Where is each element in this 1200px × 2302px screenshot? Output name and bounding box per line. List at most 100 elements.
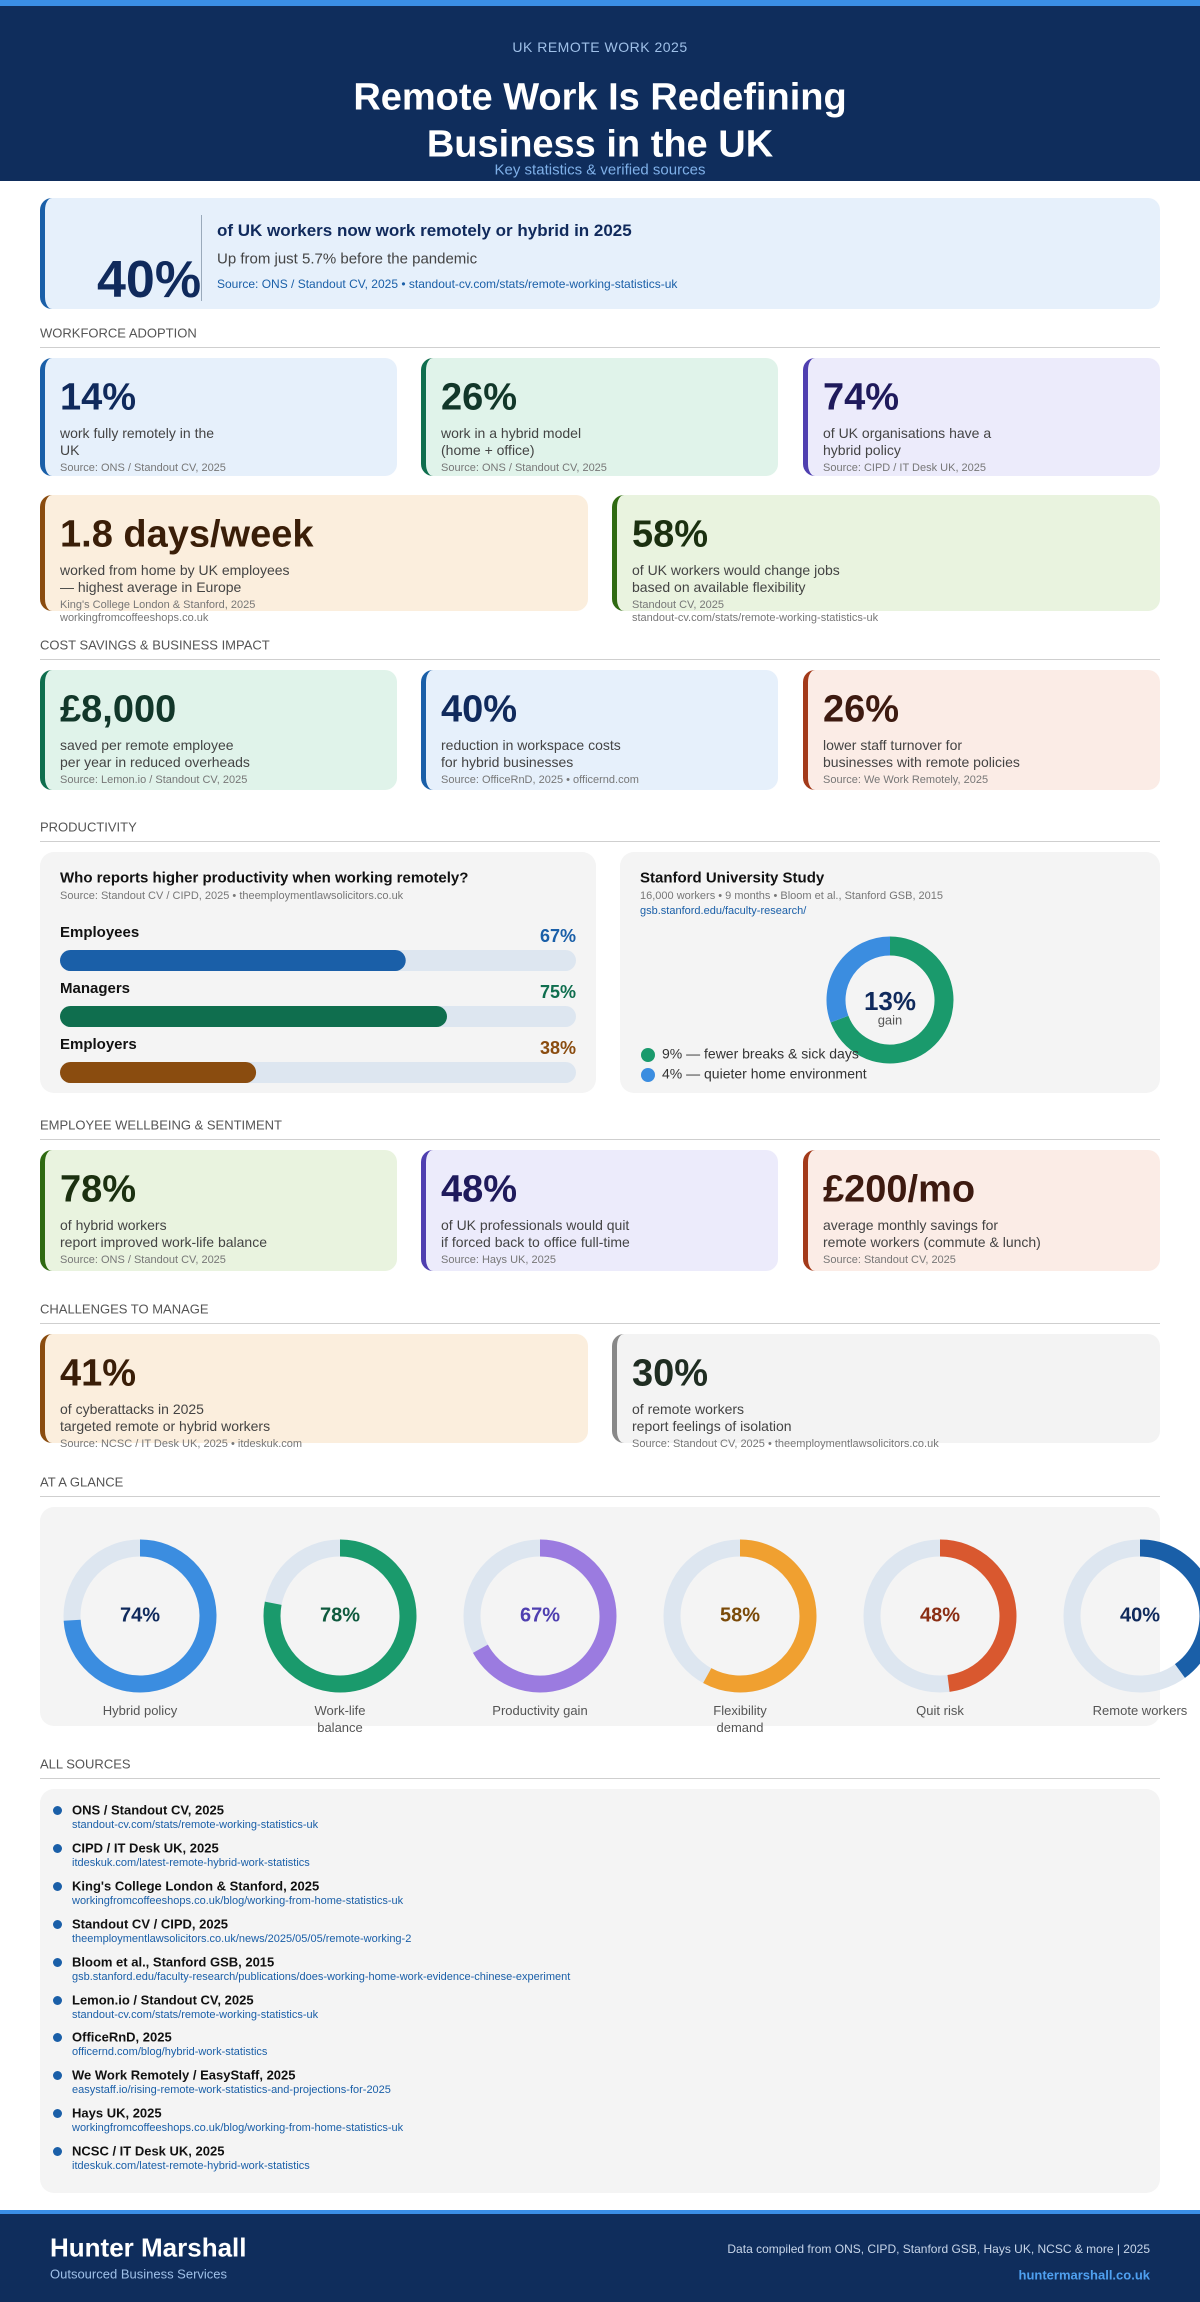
- title: Business in the UK: [426, 123, 774, 166]
- source-name: Hays UK, 2025: [72, 2105, 162, 2121]
- donut-arc: [472, 1539, 617, 1693]
- stat-card: [612, 1334, 1160, 1443]
- stat-desc: of remote workers: [632, 1401, 745, 1417]
- stat-card: [421, 670, 778, 790]
- donut-arc: [63, 1539, 217, 1693]
- stat-desc: of hybrid workers: [60, 1217, 167, 1233]
- panel-source: Source: Standout CV / CIPD, 2025 • theem…: [60, 890, 404, 902]
- section-rule: [40, 1323, 1160, 1324]
- stat-desc: worked from home by UK employees: [60, 562, 290, 578]
- productivity-panel: [40, 852, 596, 1093]
- legend-dot: [641, 1068, 655, 1082]
- source-name: King's College London & Stanford, 2025: [72, 1878, 320, 1894]
- bar-category: Employees: [60, 924, 139, 941]
- section-label: AT A GLANCE: [40, 1474, 124, 1490]
- stat-card: [612, 495, 1160, 611]
- donut-category: Quit risk: [916, 1703, 964, 1718]
- source-url: gsb.stanford.edu/faculty-research/public…: [72, 1970, 571, 1983]
- source-url: standout-cv.com/stats/remote-working-sta…: [72, 2008, 319, 2021]
- hero-divider: [201, 215, 202, 301]
- stat-desc: average monthly savings for: [823, 1217, 999, 1233]
- source-url: officernd.com/blog/hybrid-work-statistic…: [72, 2046, 268, 2059]
- source-url: itdeskuk.com/latest-remote-hybrid-work-s…: [72, 1856, 310, 1869]
- donut-center-label: gain: [878, 1012, 903, 1027]
- stat-value: 48%: [441, 1168, 518, 1211]
- stat-value: 78%: [60, 1168, 137, 1211]
- hero-sub: Up from just 5.7% before the pandemic: [217, 250, 478, 268]
- donut-value-label: 58%: [720, 1604, 760, 1626]
- panel-sub: 16,000 workers • 9 months • Bloom et al.…: [640, 890, 944, 902]
- source-bullet: [53, 2033, 62, 2043]
- section-rule: [40, 1496, 1160, 1497]
- section-label: PRODUCTIVITY: [40, 819, 137, 835]
- stat-card: [40, 495, 588, 611]
- stat-desc: lower staff turnover for: [823, 737, 963, 753]
- stat-source: Source: Hays UK, 2025: [441, 1254, 556, 1266]
- stat-desc: businesses with remote policies: [823, 754, 1020, 770]
- panel-link: gsb.stanford.edu/faculty-research/: [640, 905, 807, 917]
- section-rule: [40, 1778, 1160, 1779]
- stat-card: [421, 1150, 778, 1271]
- donut-category: Productivity gain: [492, 1703, 588, 1718]
- donut-segment: [830, 936, 954, 1064]
- source-name: Standout CV / CIPD, 2025: [72, 1916, 229, 1932]
- source-bullet: [53, 2109, 62, 2119]
- stat-source: workingfromcoffeeshops.co.uk: [60, 612, 209, 624]
- footer-site: huntermarshall.co.uk: [1018, 2267, 1150, 2283]
- stat-desc: work in a hybrid model: [441, 425, 582, 441]
- stat-desc: targeted remote or hybrid workers: [60, 1418, 271, 1434]
- bar-value-label: 75%: [540, 982, 576, 1002]
- source-name: Bloom et al., Stanford GSB, 2015: [72, 1954, 275, 1970]
- stat-card: [40, 670, 397, 790]
- donut-arc: [939, 1539, 1017, 1692]
- stat-card: [803, 1150, 1160, 1271]
- stat-source: Source: ONS / Standout CV, 2025: [441, 462, 607, 474]
- bar-category: Employers: [60, 1036, 137, 1053]
- sources-panel: [40, 1789, 1160, 2193]
- stat-desc: remote workers (commute & lunch): [823, 1234, 1041, 1250]
- stat-source: standout-cv.com/stats/remote-working-sta…: [632, 612, 879, 624]
- donut-category: Flexibility demand: [713, 1703, 767, 1735]
- stat-desc: (home + office): [441, 442, 535, 458]
- hero-value: 40%: [97, 251, 202, 309]
- stat-value: 26%: [441, 376, 518, 419]
- stat-source: Source: Standout CV, 2025: [823, 1254, 956, 1266]
- footer-tagline: Outsourced Business Services: [50, 2266, 228, 2282]
- source-bullet: [53, 2147, 62, 2157]
- stat-desc: saved per remote employee: [60, 737, 234, 753]
- stat-desc: work fully remotely in the: [60, 425, 215, 441]
- legend-label: 9% — fewer breaks & sick days: [662, 1046, 859, 1062]
- legend-dot: [641, 1048, 655, 1062]
- section-label: ALL SOURCES: [40, 1756, 131, 1772]
- stat-source: Source: NCSC / IT Desk UK, 2025 • itdesk…: [60, 1438, 303, 1450]
- stat-desc: if forced back to office full-time: [441, 1234, 630, 1250]
- source-bullet: [53, 1919, 62, 1929]
- donut-value-label: 48%: [920, 1604, 960, 1626]
- donut-category: Remote workers: [1092, 1703, 1188, 1718]
- source-url: standout-cv.com/stats/remote-working-sta…: [72, 1819, 319, 1831]
- source-name: We Work Remotely / EasyStaff, 2025: [72, 2067, 296, 2083]
- donut-arc: [263, 1539, 417, 1693]
- stat-desc: UK: [60, 442, 80, 458]
- source-name: CIPD / IT Desk UK, 2025: [72, 1840, 219, 1856]
- stat-card: [803, 358, 1160, 476]
- stat-card: [803, 670, 1160, 790]
- stat-card: [40, 358, 397, 476]
- stat-desc: — highest average in Europe: [60, 579, 242, 595]
- donut-category: Work-life balance: [314, 1703, 366, 1735]
- source-bullet: [53, 1995, 62, 2005]
- source-url: workingfromcoffeeshops.co.uk/blog/workin…: [72, 1894, 404, 1907]
- donut-value-label: 67%: [520, 1604, 560, 1626]
- source-bullet: [53, 2071, 62, 2081]
- donut-value-label: 78%: [320, 1604, 360, 1626]
- legend-label: 4% — quieter home environment: [662, 1066, 867, 1082]
- bar-value-label: 67%: [540, 926, 576, 946]
- footer-note: Data compiled from ONS, CIPD, Stanford G…: [727, 2242, 1150, 2256]
- stat-value: 30%: [632, 1352, 709, 1395]
- source-bullet: [53, 1843, 62, 1853]
- panel-title: Who reports higher productivity when wor…: [60, 869, 469, 887]
- top-stripe: [0, 0, 1200, 6]
- hero-card: [40, 198, 1160, 309]
